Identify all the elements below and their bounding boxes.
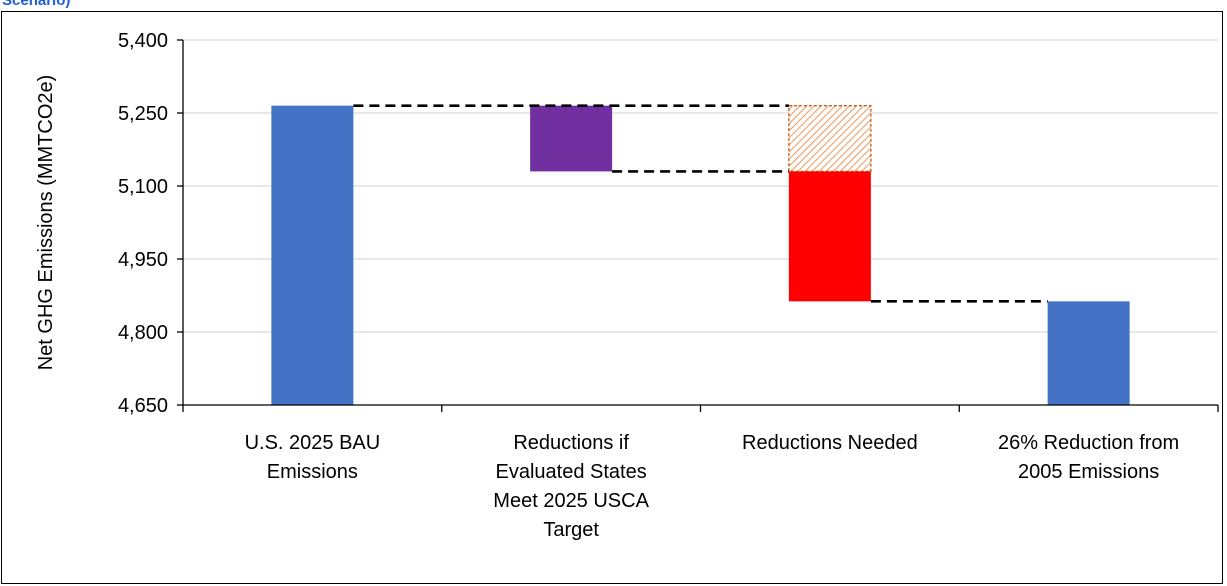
figure-title-fragment: Scenario) xyxy=(2,0,71,9)
x-category-label-line: U.S. 2025 BAU xyxy=(245,432,381,454)
bar xyxy=(788,171,871,302)
y-tick-label: 4,800 xyxy=(118,322,168,344)
y-tick-label: 5,100 xyxy=(118,176,168,198)
bar xyxy=(271,105,354,405)
y-tick-label: 4,650 xyxy=(118,395,168,417)
x-category-label-line: 2005 Emissions xyxy=(1018,461,1159,483)
x-category-label: U.S. 2025 BAU Emissions xyxy=(245,432,381,483)
bars xyxy=(271,105,1130,405)
gridlines xyxy=(183,39,1218,333)
x-category-label-line: Target xyxy=(543,519,599,541)
x-category-label-line: Reductions Needed xyxy=(742,432,918,454)
chart-frame xyxy=(1,11,1223,584)
x-category-label-line: Emissions xyxy=(267,461,358,483)
labels: 4,650 4,800 4,950 5,100 5,250 5,400 U.S. 2025 … xyxy=(35,30,1179,541)
y-tick-label: 5,250 xyxy=(118,103,168,125)
axes xyxy=(177,39,1219,412)
x-category-label-line: Reductions if xyxy=(513,432,629,454)
bar-hatched xyxy=(788,105,872,173)
y-tick-label: 5,400 xyxy=(118,30,168,52)
y-axis-title: Net GHG Emissions (MMTCO2e) xyxy=(35,75,57,371)
bar xyxy=(530,105,613,172)
x-category-label: Reductions if Evaluated States Meet 2025 U… xyxy=(493,432,649,541)
x-category-label: Reductions Needed xyxy=(742,432,918,454)
bar xyxy=(1047,301,1130,405)
x-category-label-line: 26% Reduction from xyxy=(998,432,1179,454)
y-tick-label: 4,950 xyxy=(118,249,168,271)
x-category-label: 26% Reduction from 2005 Emissions xyxy=(998,432,1179,483)
x-category-label-line: Evaluated States xyxy=(496,461,647,483)
x-category-label-line: Meet 2025 USCA xyxy=(493,490,649,512)
connectors xyxy=(353,104,1048,303)
